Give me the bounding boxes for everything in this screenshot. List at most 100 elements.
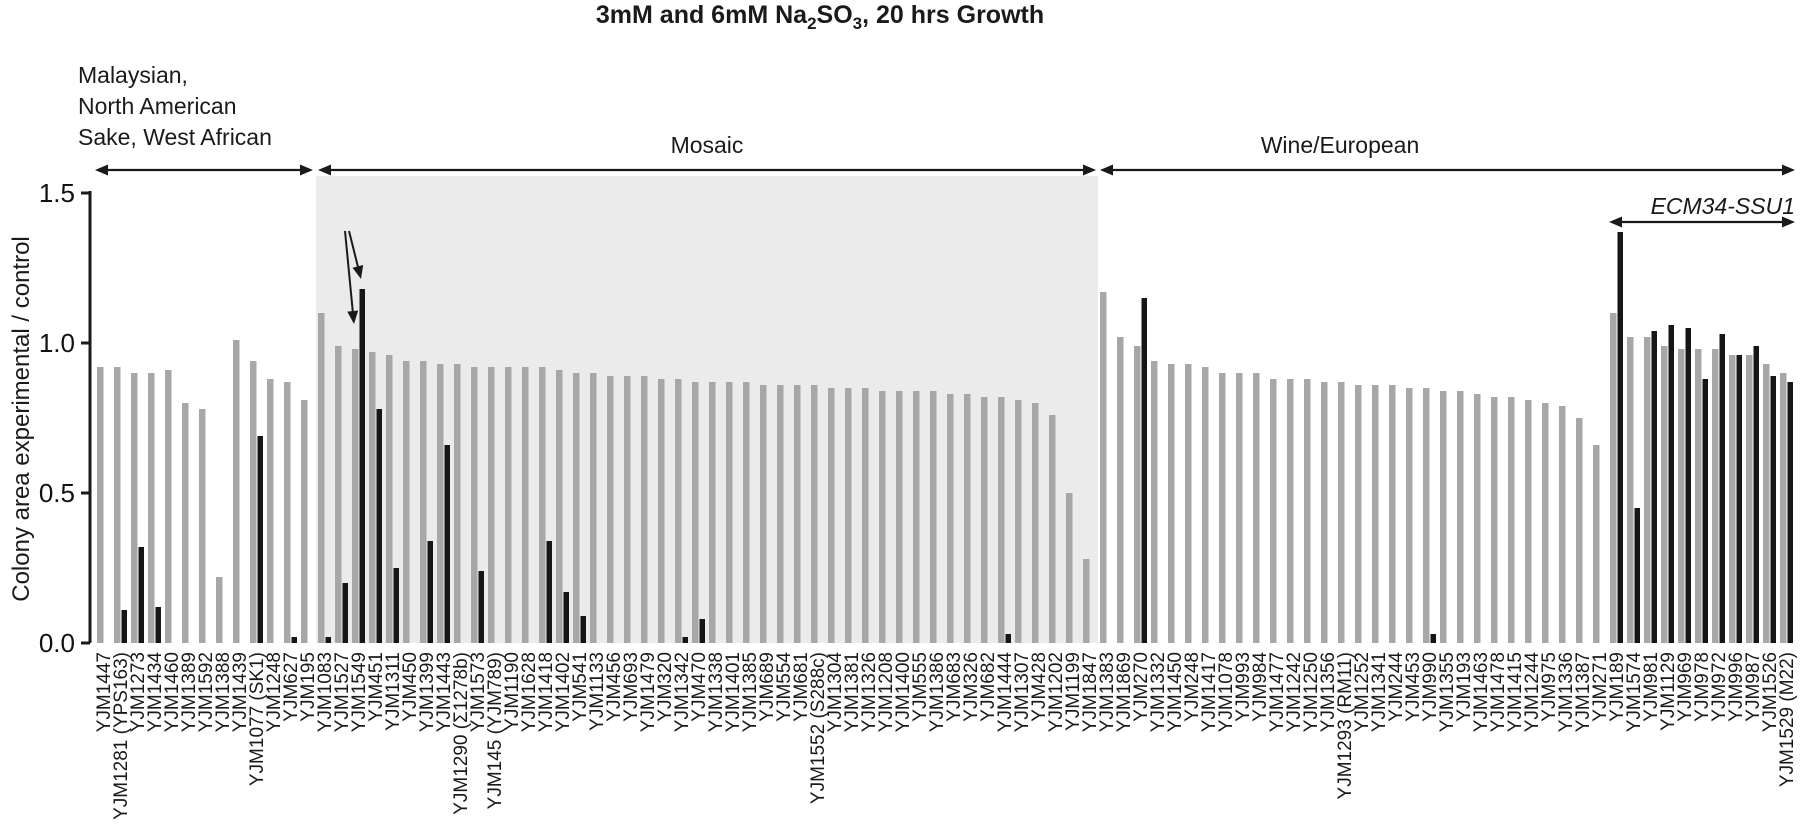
x-axis-strain-label: YJM681 xyxy=(791,652,812,722)
x-axis-strain-label: YJM320 xyxy=(655,652,676,722)
x-axis-strain-label: YJM1460 xyxy=(162,652,183,732)
group-range-arrow-mosaic-head xyxy=(318,164,331,176)
bar-3mm xyxy=(573,373,580,643)
x-axis-strain-label: YJM1434 xyxy=(145,652,166,733)
bar-3mm xyxy=(1338,382,1345,643)
bar-3mm xyxy=(743,382,750,643)
bar-3mm xyxy=(1185,364,1192,643)
x-axis-strain-label: YJM1399 xyxy=(417,652,438,732)
bar-6mm xyxy=(580,616,586,643)
x-axis-strain-label: YJM1549 xyxy=(349,652,370,732)
x-axis-strain-label: YJM1400 xyxy=(893,652,914,732)
bar-3mm xyxy=(1576,418,1583,643)
x-axis-strain-label: YJM1526 xyxy=(1760,652,1781,732)
y-axis-tick-label: 1.5 xyxy=(39,178,75,208)
mosaic-shaded-region xyxy=(316,176,1098,643)
x-axis-strain-label: YJM993 xyxy=(1233,652,1254,722)
x-axis-strain-label: YJM1338 xyxy=(706,652,727,732)
title-part: SO xyxy=(816,1,853,29)
x-axis-strain-label: YJM1290 (Σ1278b) xyxy=(451,652,472,815)
x-axis-strain-label: YJM193 xyxy=(1454,652,1475,722)
ecm34-annotation-arrow-left xyxy=(344,230,355,317)
bar-6mm xyxy=(682,637,688,643)
x-axis-strain-label: YJM1443 xyxy=(434,652,455,732)
bar-3mm xyxy=(488,367,495,643)
group-range-arrow-wine-head xyxy=(1100,164,1113,176)
bar-6mm xyxy=(1141,298,1147,643)
bar-3mm xyxy=(1270,379,1277,643)
bar-6mm xyxy=(478,571,484,643)
bar-3mm xyxy=(1661,346,1668,643)
x-axis-strain-label: YJM1077 (SK1) xyxy=(247,652,268,786)
bar-3mm xyxy=(1627,337,1634,643)
x-axis-strain-label: YJM1311 xyxy=(383,652,404,731)
x-axis-strain-label: YJM689 xyxy=(757,652,778,722)
x-axis-strain-label: YJM683 xyxy=(944,652,965,722)
bar-6mm xyxy=(393,568,399,643)
bar-3mm xyxy=(1321,382,1328,643)
ecm34-annotation-arrow-left-head xyxy=(347,310,359,324)
annotation-ecm34-ssu1-right: ECM34-SSU1 xyxy=(1650,193,1795,219)
bar-3mm xyxy=(1423,388,1430,643)
bar-3mm xyxy=(1151,361,1158,643)
bar-6mm xyxy=(121,610,127,643)
bar-3mm xyxy=(794,385,801,643)
x-axis-strain-label: YJM1529 (M22) xyxy=(1777,652,1798,787)
x-axis-strain-label: YJM1385 xyxy=(740,652,761,732)
bar-3mm xyxy=(505,367,512,643)
bar-6mm xyxy=(376,409,382,643)
x-axis-strain-label: YJM1281 (YPS163) xyxy=(111,652,132,820)
bar-6mm xyxy=(325,637,331,643)
x-axis-strain-label: YJM1250 xyxy=(1301,652,1322,732)
x-axis-strain-label: YJM145 (YJM789) xyxy=(485,652,506,809)
bar-3mm xyxy=(131,373,138,643)
x-axis-strain-label: YJM1527 xyxy=(332,652,353,732)
bar-3mm xyxy=(1474,394,1481,643)
bar-3mm xyxy=(1287,379,1294,643)
bar-3mm xyxy=(692,382,699,643)
x-axis-strain-label: YJM975 xyxy=(1539,652,1560,722)
ecm34-annotation-arrow-left-head xyxy=(352,265,364,279)
bar-3mm xyxy=(879,391,886,643)
bar-3mm xyxy=(1355,385,1362,643)
bar-6mm xyxy=(1787,382,1793,643)
x-axis-strain-label: YJM270 xyxy=(1131,652,1152,722)
bar-3mm xyxy=(437,364,444,643)
bar-3mm xyxy=(1525,400,1532,643)
bar-3mm xyxy=(1015,400,1022,643)
x-axis-strain-label: YJM1388 xyxy=(213,652,234,732)
x-axis-strain-label: YJM1628 xyxy=(519,652,540,732)
bar-3mm xyxy=(556,370,563,643)
x-axis-strain-label: YJM1387 xyxy=(1573,652,1594,732)
x-axis-strain-label: YJM554 xyxy=(774,652,795,722)
group-label-line: Sake, West African xyxy=(78,124,272,150)
bar-3mm xyxy=(182,403,189,643)
bar-3mm xyxy=(1678,349,1685,643)
bar-3mm xyxy=(301,400,308,643)
x-axis-strain-label: YJM1869 xyxy=(1114,652,1135,732)
bar-3mm xyxy=(1049,415,1056,643)
x-axis-strain-label: YJM1355 xyxy=(1437,652,1458,732)
bar-3mm xyxy=(1202,367,1209,643)
group-range-arrow-wine-head xyxy=(1782,164,1795,176)
bar-3mm xyxy=(811,385,818,643)
bar-3mm xyxy=(522,367,529,643)
x-axis-strain-label: YJM1341 xyxy=(1369,652,1390,732)
bar-3mm xyxy=(1763,364,1770,643)
bar-3mm xyxy=(1457,391,1464,643)
x-axis-strain-label: YJM981 xyxy=(1641,652,1662,722)
bar-3mm xyxy=(964,394,971,643)
x-axis-strain-label: YJM1199 xyxy=(1063,652,1084,731)
bar-3mm xyxy=(641,376,648,643)
x-axis-strain-label: YJM1356 xyxy=(1318,652,1339,732)
x-axis-strain-label: YJM428 xyxy=(1029,652,1050,722)
x-axis-strain-label: YJM627 xyxy=(281,652,302,722)
x-axis-strain-label: YJM1477 xyxy=(1267,652,1288,732)
bar-3mm xyxy=(1083,559,1090,643)
bar-3mm xyxy=(1695,349,1702,643)
x-axis-strain-label: YJM1450 xyxy=(1165,652,1186,732)
bar-6mm xyxy=(291,637,297,643)
bar-3mm xyxy=(1712,349,1719,643)
x-axis-strain-label: YJM1418 xyxy=(536,652,557,732)
bar-3mm xyxy=(233,340,240,643)
